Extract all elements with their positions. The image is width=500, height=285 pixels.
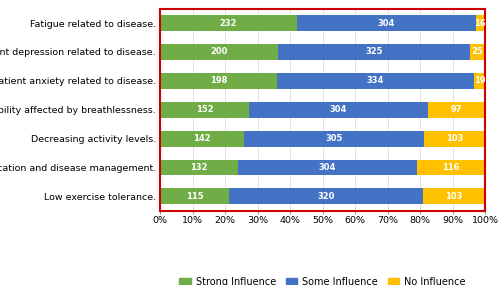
Bar — [296, 15, 476, 31]
Bar — [277, 73, 474, 89]
Text: 304: 304 — [330, 105, 347, 114]
Bar — [160, 160, 238, 176]
Text: 325: 325 — [366, 47, 383, 56]
Bar — [160, 44, 278, 60]
Text: 103: 103 — [446, 134, 464, 143]
Bar — [470, 44, 485, 60]
Bar — [428, 102, 485, 118]
Bar — [160, 15, 296, 31]
Legend: Strong Influence, Some Influence, No Influence: Strong Influence, Some Influence, No Inf… — [176, 273, 470, 285]
Bar — [230, 188, 423, 204]
Text: 19: 19 — [474, 76, 485, 85]
Text: 142: 142 — [193, 134, 211, 143]
Text: 25: 25 — [472, 47, 484, 56]
Text: 304: 304 — [378, 19, 395, 28]
Text: 115: 115 — [186, 192, 204, 201]
Bar — [474, 73, 485, 89]
Text: 304: 304 — [318, 163, 336, 172]
Text: 232: 232 — [220, 19, 237, 28]
Bar — [423, 188, 485, 204]
Text: 103: 103 — [445, 192, 462, 201]
Bar — [160, 188, 230, 204]
Text: 305: 305 — [326, 134, 342, 143]
Text: 320: 320 — [318, 192, 335, 201]
Text: 97: 97 — [450, 105, 462, 114]
Bar — [160, 102, 250, 118]
Bar — [160, 73, 277, 89]
Bar — [238, 160, 416, 176]
Bar — [416, 160, 485, 176]
Bar — [424, 131, 485, 146]
Bar — [244, 131, 424, 146]
Text: 200: 200 — [210, 47, 228, 56]
Text: 334: 334 — [366, 76, 384, 85]
Text: 132: 132 — [190, 163, 208, 172]
Text: 152: 152 — [196, 105, 214, 114]
Bar — [160, 131, 244, 146]
Bar — [278, 44, 470, 60]
Bar — [476, 15, 485, 31]
Text: 198: 198 — [210, 76, 227, 85]
Text: 16: 16 — [474, 19, 486, 28]
Text: 116: 116 — [442, 163, 460, 172]
Bar — [250, 102, 428, 118]
